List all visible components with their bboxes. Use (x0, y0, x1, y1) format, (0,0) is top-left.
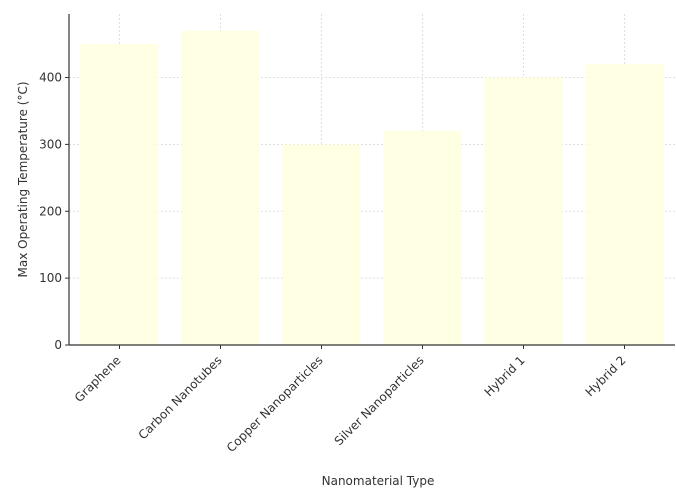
x-tick-label: Copper Nanoparticles (224, 353, 326, 455)
x-tick-label: Silver Nanoparticles (332, 353, 427, 448)
bar-copper-nanoparticles (282, 144, 361, 345)
grid (69, 14, 675, 345)
bar-hybrid-2 (585, 64, 664, 345)
y-axis-label: Max Operating Temperature (°C) (16, 81, 30, 277)
axes (68, 14, 675, 346)
x-axis-label: Nanomaterial Type (322, 474, 435, 488)
x-tick-label: Graphene (72, 353, 124, 405)
y-tick-label: 100 (39, 271, 62, 285)
bar-carbon-nanotubes (181, 30, 260, 346)
bar-hybrid-1 (484, 77, 563, 345)
y-tick-label: 400 (39, 71, 62, 85)
bar-graphene (80, 44, 159, 345)
bars (80, 30, 664, 346)
x-tick-label: Carbon Nanotubes (136, 353, 225, 442)
y-tick-label: 0 (54, 338, 62, 352)
x-tick-label: Hybrid 1 (482, 353, 528, 399)
y-tick-label: 200 (39, 204, 62, 218)
y-ticks: 0 100 200 300 400 (39, 71, 69, 352)
bar-silver-nanoparticles (383, 131, 462, 345)
x-tick-label: Hybrid 2 (583, 353, 629, 399)
x-ticks: Graphene Carbon Nanotubes Copper Nanoparti… (72, 345, 629, 455)
y-tick-label: 300 (39, 137, 62, 151)
